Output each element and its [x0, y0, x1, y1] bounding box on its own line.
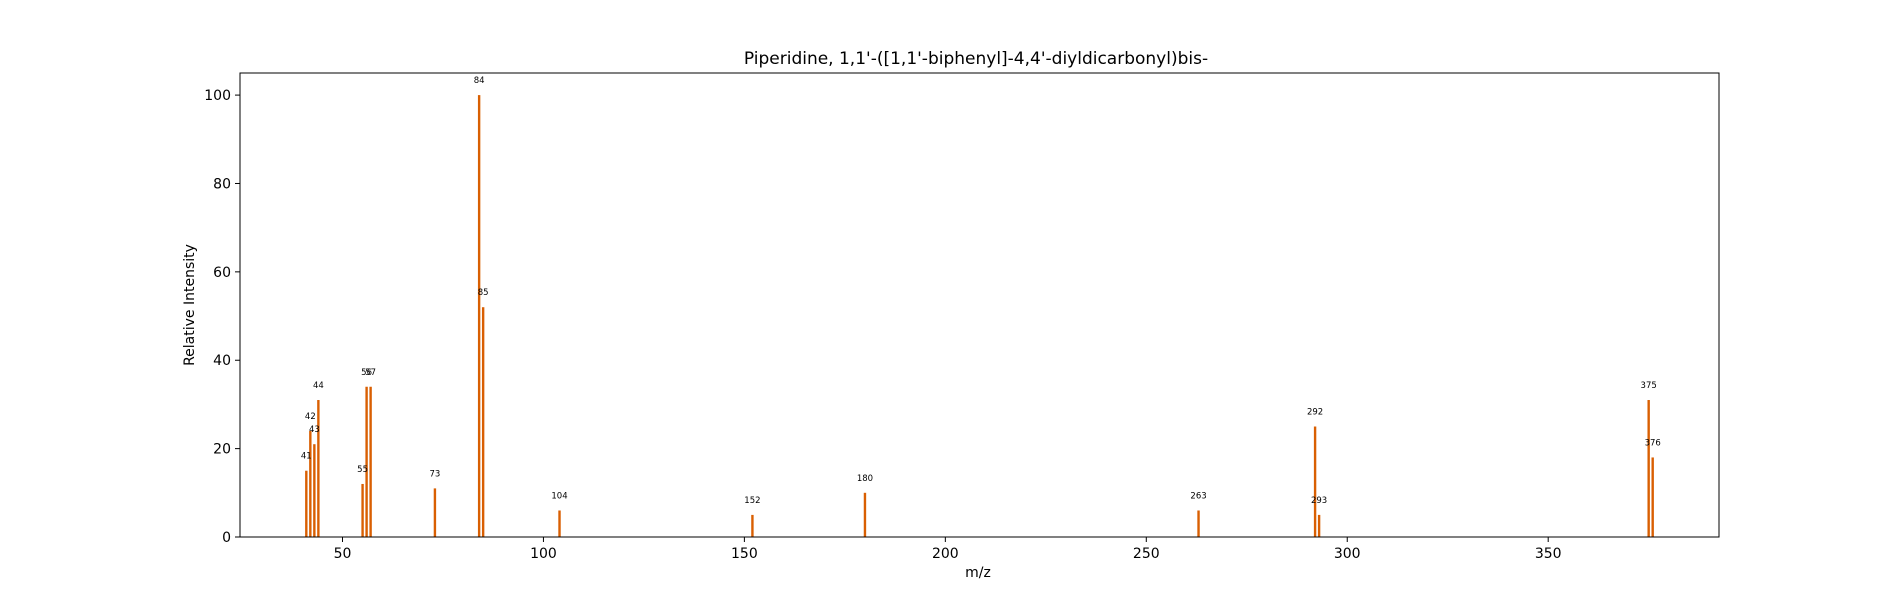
plot-frame — [239, 72, 1720, 538]
peak-label: 55 — [357, 465, 368, 475]
peak-label: 292 — [1307, 408, 1323, 418]
peak-bar — [433, 488, 437, 537]
peak-bar — [309, 430, 312, 537]
peak-bar — [317, 400, 320, 537]
peak-bar — [1651, 457, 1654, 537]
peak-bar — [1313, 426, 1317, 537]
peak-bar — [481, 307, 485, 537]
peak-label: 84 — [474, 76, 485, 86]
peak-label: 180 — [857, 474, 873, 484]
x-tick-label: 300 — [1334, 546, 1361, 562]
peak-label: 375 — [1641, 381, 1657, 391]
peak-bar — [558, 510, 561, 537]
peak-label: 376 — [1645, 438, 1661, 448]
peak-bar — [361, 483, 364, 537]
peak-label: 152 — [744, 496, 760, 506]
x-axis-label: m/z — [965, 565, 991, 581]
y-tick-label: 20 — [213, 442, 231, 458]
peak-bar — [1317, 514, 1321, 537]
peak-label: 42 — [305, 412, 316, 422]
peak-label: 57 — [365, 368, 376, 378]
y-tick-label: 60 — [213, 265, 231, 281]
peak-bar — [369, 386, 372, 537]
x-axis-ticks: 50 100 150 200 250 300 350 — [334, 537, 1562, 562]
peak-bar — [477, 95, 481, 537]
peak-label: 43 — [309, 425, 320, 435]
peak-bar — [1197, 510, 1200, 537]
x-tick-label: 100 — [530, 546, 557, 562]
peak-label: 293 — [1311, 496, 1327, 506]
peak-label: 44 — [313, 381, 324, 391]
peak-label: 263 — [1190, 491, 1206, 501]
x-tick-label: 200 — [932, 546, 959, 562]
y-tick-label: 100 — [204, 88, 231, 104]
peak-bar — [313, 444, 316, 537]
peak-bar — [365, 386, 368, 537]
peak-label: 56 — [361, 368, 372, 378]
x-tick-label: 50 — [334, 546, 352, 562]
peak-bar — [863, 492, 867, 537]
peak-bar — [305, 470, 308, 537]
x-tick-label: 250 — [1133, 546, 1160, 562]
y-axis-label: Relative Intensity — [182, 244, 198, 366]
peak-label: 85 — [478, 288, 489, 298]
peak-bars — [305, 95, 1654, 537]
peak-label: 41 — [301, 452, 312, 462]
peak-label: 73 — [430, 469, 441, 479]
y-tick-label: 0 — [222, 530, 231, 546]
x-tick-label: 150 — [731, 546, 758, 562]
x-tick-label: 350 — [1535, 546, 1562, 562]
y-tick-label: 40 — [213, 353, 231, 369]
peak-label: 104 — [551, 491, 567, 501]
y-axis-ticks: 0 20 40 60 80 100 — [204, 88, 240, 546]
peak-bar — [751, 514, 754, 537]
chart-title: Piperidine, 1,1'-([1,1'-biphenyl]-4,4'-d… — [744, 49, 1208, 69]
y-tick-label: 80 — [213, 176, 231, 192]
peak-bar — [1647, 400, 1650, 537]
